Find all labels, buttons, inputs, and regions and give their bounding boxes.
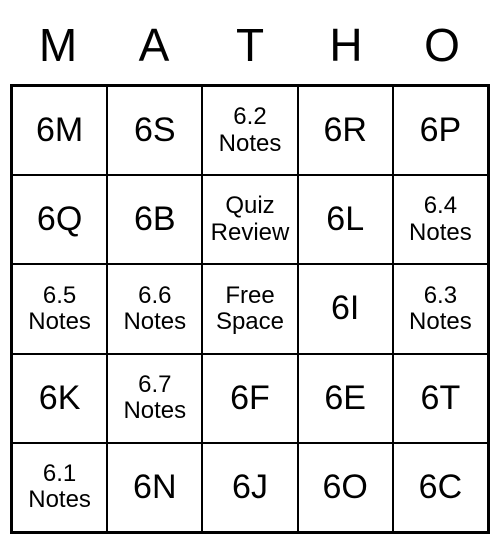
bingo-cell-2-3[interactable]: 6I <box>298 264 393 353</box>
bingo-cell-3-4[interactable]: 6T <box>393 354 488 443</box>
header-cell-t: T <box>202 10 298 84</box>
bingo-cell-4-4[interactable]: 6C <box>393 443 488 532</box>
bingo-cell-0-2[interactable]: 6.2 Notes <box>202 86 297 175</box>
bingo-cell-4-3[interactable]: 6O <box>298 443 393 532</box>
header-cell-a: A <box>106 10 202 84</box>
bingo-cell-0-0[interactable]: 6M <box>12 86 107 175</box>
bingo-cell-0-4[interactable]: 6P <box>393 86 488 175</box>
bingo-cell-1-4[interactable]: 6.4 Notes <box>393 175 488 264</box>
header-cell-m: M <box>10 10 106 84</box>
header-cell-h: H <box>298 10 394 84</box>
bingo-cell-1-1[interactable]: 6B <box>107 175 202 264</box>
bingo-cell-1-3[interactable]: 6L <box>298 175 393 264</box>
bingo-grid: 6M6S6.2 Notes6R6P 6Q6BQuiz Review6L6.4 No… <box>10 84 490 534</box>
bingo-cell-4-2[interactable]: 6J <box>202 443 297 532</box>
bingo-card: M A T H O 6M6S6.2 Notes6R6P 6Q6BQuiz Revi… <box>10 10 490 534</box>
bingo-cell-2-0[interactable]: 6.5 Notes <box>12 264 107 353</box>
bingo-cell-1-2[interactable]: Quiz Review <box>202 175 297 264</box>
bingo-cell-2-1[interactable]: 6.6 Notes <box>107 264 202 353</box>
bingo-cell-3-2[interactable]: 6F <box>202 354 297 443</box>
bingo-cell-4-0[interactable]: 6.1 Notes <box>12 443 107 532</box>
bingo-cell-4-1[interactable]: 6N <box>107 443 202 532</box>
bingo-header-row: M A T H O <box>10 10 490 84</box>
bingo-cell-2-2[interactable]: Free Space <box>202 264 297 353</box>
bingo-cell-3-0[interactable]: 6K <box>12 354 107 443</box>
bingo-cell-1-0[interactable]: 6Q <box>12 175 107 264</box>
bingo-cell-3-3[interactable]: 6E <box>298 354 393 443</box>
bingo-cell-2-4[interactable]: 6.3 Notes <box>393 264 488 353</box>
bingo-cell-0-3[interactable]: 6R <box>298 86 393 175</box>
header-cell-o: O <box>394 10 490 84</box>
bingo-cell-0-1[interactable]: 6S <box>107 86 202 175</box>
bingo-cell-3-1[interactable]: 6.7 Notes <box>107 354 202 443</box>
